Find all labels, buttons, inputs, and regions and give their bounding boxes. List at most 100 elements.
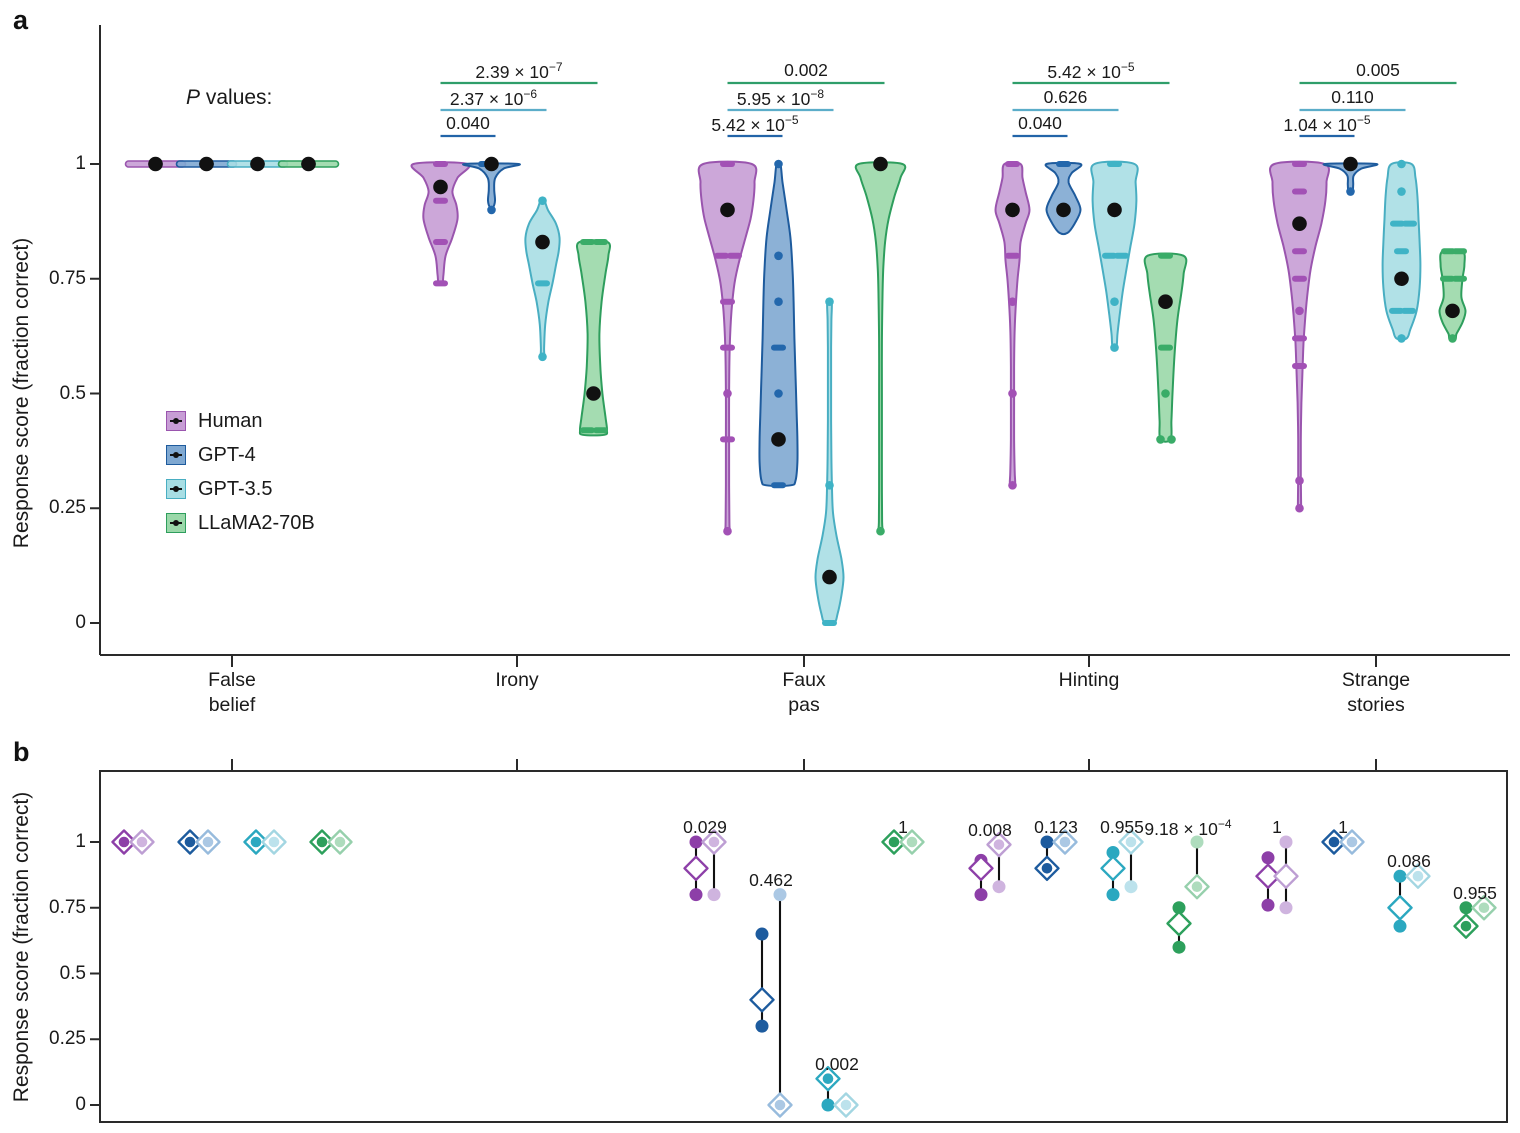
violin-hinting-gpt35-median-dot <box>1107 202 1122 218</box>
pair-hinting-llama-original-dot <box>1172 940 1186 954</box>
pair-false-belief-human-novel-diamond-dot <box>136 836 148 848</box>
violin-faux-pas-human-point <box>723 389 732 398</box>
pair-hinting-human-original-diamond <box>968 855 994 881</box>
pair-hinting-gpt35-original-diamond <box>1100 855 1126 881</box>
pair-faux-pas-gpt4-original-dot <box>755 1019 769 1033</box>
violin-faux-pas-gpt4-point <box>774 297 783 307</box>
pair-strange-stories-llama-original-diamond-dot <box>1460 920 1472 932</box>
violin-faux-pas-gpt4-point <box>771 344 786 351</box>
pair-hinting-human-original-dot <box>974 888 988 902</box>
violin-faux-pas-gpt4-median-dot <box>771 432 786 447</box>
violin-strange-stories-llama-point <box>1440 275 1455 282</box>
pair-strange-stories-human-original-dot <box>1261 851 1275 865</box>
violin-strange-stories-human-point <box>1292 248 1307 255</box>
pair-hinting-gpt4-novel-diamond-dot <box>1059 836 1071 848</box>
violin-faux-pas-gpt4-point <box>774 251 783 261</box>
violin-strange-stories-human-median-dot <box>1292 216 1307 231</box>
pair-strange-stories-gpt4-novel-diamond-dot <box>1346 836 1358 848</box>
violin-hinting-human-point <box>1008 481 1017 490</box>
violin-strange-stories-llama-point <box>1448 334 1457 343</box>
violin-strange-stories-llama-point <box>1452 275 1467 282</box>
pair-hinting-llama-original-dot <box>1172 901 1186 915</box>
pair-strange-stories-gpt4-original-diamond-dot <box>1328 836 1340 848</box>
violin-false-belief-llama-median-dot <box>301 156 316 172</box>
pair-faux-pas-human-novel-dot <box>707 888 721 902</box>
pair-hinting-gpt4-original-dot <box>1040 835 1054 849</box>
violin-false-belief-gpt35-median-dot <box>250 156 265 172</box>
violin-faux-pas-gpt35-point <box>825 297 834 307</box>
pair-strange-stories-gpt35-original-dot <box>1393 919 1407 933</box>
violin-irony-gpt35 <box>524 198 561 359</box>
violin-hinting-gpt35-point <box>1102 252 1117 259</box>
violin-hinting-human-median-dot <box>1005 202 1020 218</box>
violin-irony-llama-point <box>593 427 608 434</box>
violin-strange-stories-gpt4-median-dot <box>1343 156 1358 172</box>
violin-strange-stories-gpt35-point <box>1397 187 1406 196</box>
violin-faux-pas-human-median-dot <box>720 202 735 218</box>
violin-faux-pas-llama-point <box>876 526 885 536</box>
pair-strange-stories-gpt35-original-diamond <box>1387 895 1413 921</box>
violin-irony-llama-point <box>580 427 595 434</box>
violin-irony-gpt35-point <box>538 352 547 362</box>
pair-hinting-llama-original-diamond <box>1166 910 1192 937</box>
pair-false-belief-gpt35-original-diamond-dot <box>250 836 262 848</box>
pair-hinting-gpt35-novel-diamond-dot <box>1125 836 1137 848</box>
pair-strange-stories-gpt35-original-dot <box>1393 869 1407 883</box>
violin-faux-pas-gpt35-point <box>825 481 834 490</box>
violin-strange-stories-llama-point <box>1441 248 1456 255</box>
violin-irony-gpt4-point <box>487 205 496 215</box>
pair-faux-pas-gpt35-original-dot <box>821 1098 835 1112</box>
violin-hinting-gpt35-point <box>1110 297 1119 307</box>
violin-hinting-gpt35-point <box>1110 343 1119 352</box>
pair-strange-stories-human-original-dot <box>1261 898 1275 912</box>
violin-strange-stories-human-point <box>1292 161 1307 167</box>
violin-irony-human-point <box>433 197 448 204</box>
violin-hinting-gpt4-point <box>1056 161 1071 167</box>
violin-irony-gpt35-point <box>535 280 550 287</box>
violin-faux-pas-gpt4-point <box>771 482 786 489</box>
violin-false-belief-gpt4-median-dot <box>199 156 214 172</box>
violin-hinting-gpt35-point <box>1107 161 1122 167</box>
pair-false-belief-human-original-diamond-dot <box>118 836 130 848</box>
violin-strange-stories-human-point <box>1295 503 1304 513</box>
pair-faux-pas-gpt4-original-diamond <box>749 987 775 1013</box>
violin-hinting-gpt4 <box>1044 161 1083 236</box>
violin-false-belief-human-median-dot <box>148 156 163 172</box>
pair-false-belief-llama-original-diamond-dot <box>316 836 328 848</box>
pair-strange-stories-llama-original-dot <box>1459 901 1473 915</box>
pair-false-belief-gpt4-original-diamond-dot <box>184 836 196 848</box>
violin-strange-stories-gpt35-point <box>1401 307 1416 314</box>
pair-faux-pas-human-original-dot <box>689 835 703 849</box>
violin-irony-gpt35-point <box>538 196 547 206</box>
pair-hinting-gpt35-original-dot <box>1106 846 1120 860</box>
pair-faux-pas-human-novel-diamond-dot <box>708 836 720 848</box>
violin-hinting-gpt4-median-dot <box>1056 202 1071 218</box>
violin-irony-llama-point <box>580 239 595 246</box>
violin-faux-pas-gpt4 <box>758 160 799 487</box>
violin-strange-stories-gpt35-point <box>1394 248 1409 255</box>
violin-hinting-human-point <box>1005 252 1020 259</box>
violin-irony-human-point <box>433 161 448 167</box>
violin-irony-gpt4-median-dot <box>484 156 499 172</box>
violin-faux-pas-human-point <box>714 252 729 259</box>
violin-strange-stories-llama <box>1438 248 1467 340</box>
violin-faux-pas-gpt35-point <box>822 620 837 626</box>
violin-faux-pas-llama <box>854 161 907 534</box>
pair-false-belief-llama-novel-diamond-dot <box>334 836 346 848</box>
violin-strange-stories-llama-median-dot <box>1445 303 1460 319</box>
violin-hinting-llama-point <box>1158 252 1173 259</box>
pair-faux-pas-llama-novel-diamond-dot <box>906 836 918 848</box>
pair-hinting-llama-novel-diamond-dot <box>1191 881 1203 893</box>
pair-strange-stories-human-novel-diamond <box>1273 863 1299 889</box>
pair-faux-pas-llama-original-diamond-dot <box>888 836 900 848</box>
violin-hinting-human-point <box>1008 389 1017 398</box>
violin-strange-stories-human-point <box>1292 275 1307 282</box>
violin-strange-stories-gpt35-point <box>1390 220 1405 227</box>
pair-faux-pas-gpt4-original-dot <box>755 927 769 941</box>
violin-strange-stories-human-point <box>1292 362 1307 369</box>
pair-strange-stories-human-novel-dot <box>1279 901 1293 915</box>
violin-strange-stories-gpt4-point <box>1346 187 1355 196</box>
pair-hinting-human-novel-dot <box>992 880 1006 894</box>
